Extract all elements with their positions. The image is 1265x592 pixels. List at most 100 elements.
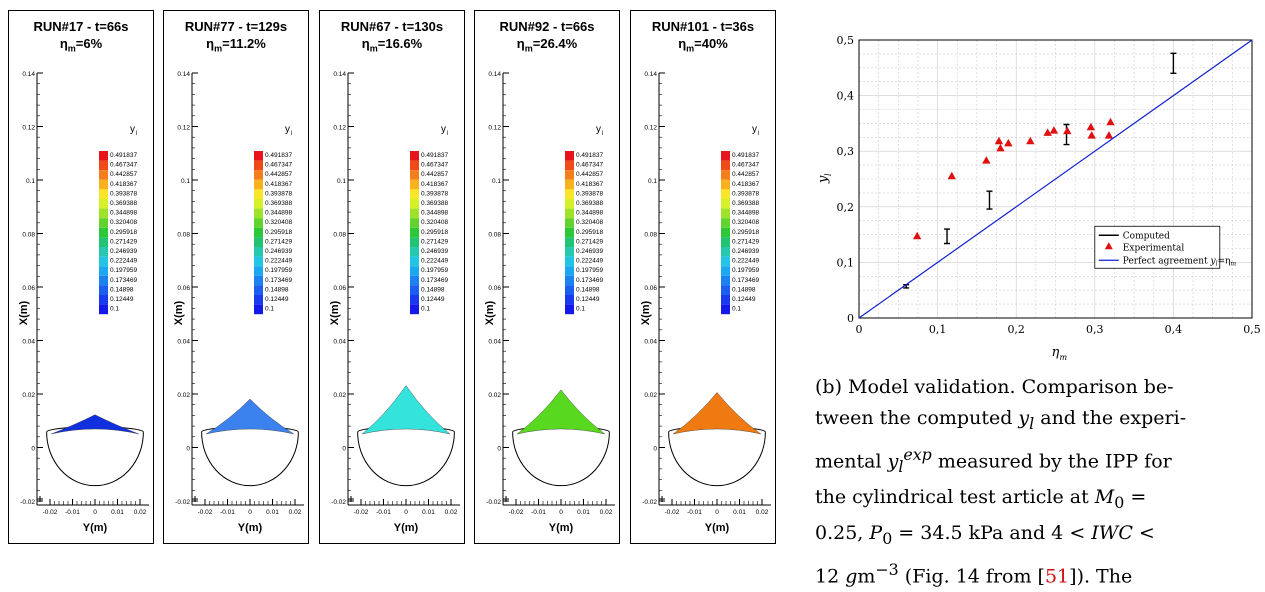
colorbar-label: 0.222449 bbox=[110, 258, 137, 265]
y-tick-label: 0.1 bbox=[181, 178, 190, 185]
figure-caption: (b) Model validation. Comparison be- twe… bbox=[815, 376, 1187, 587]
x-tick-label: 0.02 bbox=[756, 509, 769, 516]
colorbar-label: 0.12449 bbox=[110, 296, 134, 303]
colorbar-label: 0.222449 bbox=[265, 258, 292, 265]
colorbar-swatch bbox=[99, 179, 108, 190]
perfect-agreement-line bbox=[858, 39, 1253, 319]
y-tick-label: 0.1 bbox=[337, 178, 346, 185]
x-tick-label: -0.01 bbox=[376, 509, 391, 516]
panel-title: RUN#17 - t=66s bbox=[33, 19, 129, 34]
experimental-marker bbox=[1063, 126, 1072, 135]
y-tick-label: 0.08 bbox=[333, 232, 346, 239]
computed-errorbar bbox=[1170, 52, 1177, 75]
x-tick-label: 0 bbox=[404, 509, 408, 516]
y-tick-label: 0.1 bbox=[648, 178, 657, 185]
colorbar-swatch bbox=[99, 227, 108, 238]
y-tick-label: 0 bbox=[653, 446, 657, 453]
colorbar-label: 0.418367 bbox=[421, 181, 448, 188]
y-tick-label: -0.02 bbox=[331, 499, 346, 506]
cylinder-body bbox=[357, 432, 455, 487]
colorbar-label: 0.295918 bbox=[421, 229, 448, 236]
origin-cross bbox=[37, 496, 43, 502]
computed-errorbar bbox=[986, 190, 993, 210]
colorbar-swatch bbox=[565, 160, 574, 171]
colorbar-swatch bbox=[565, 189, 574, 199]
colorbar-swatch bbox=[721, 295, 730, 305]
colorbar-label: 0.12449 bbox=[576, 296, 600, 303]
colorbar-label: 0.393878 bbox=[110, 190, 137, 197]
colorbar-label: 0.1 bbox=[421, 306, 430, 313]
colorbar-label: 0.418367 bbox=[265, 181, 292, 188]
colorbar-swatch bbox=[410, 247, 419, 257]
colorbar-label: 0.491837 bbox=[732, 152, 759, 159]
experimental-marker bbox=[947, 171, 956, 180]
x-tick-label: 0 bbox=[559, 509, 563, 516]
y-tick-label: 0.02 bbox=[333, 392, 346, 399]
colorbar-swatch bbox=[721, 285, 730, 295]
y-tick-label: 0.14 bbox=[644, 71, 657, 78]
experimental-marker bbox=[996, 143, 1005, 152]
colorbar-label: 0.344898 bbox=[421, 210, 448, 217]
legend-title: y bbox=[285, 124, 290, 135]
colorbar-label: 0.173469 bbox=[732, 277, 759, 284]
colorbar-swatch bbox=[410, 227, 419, 238]
x-axis-label: η bbox=[1052, 345, 1060, 360]
colorbar-swatch bbox=[565, 199, 574, 209]
y-tick-label: -0.02 bbox=[20, 499, 35, 506]
experimental-marker bbox=[994, 136, 1004, 145]
colorbar-label: 0.12449 bbox=[265, 296, 289, 303]
legend-subscript: l bbox=[291, 131, 292, 137]
y-axis-label: X(m) bbox=[484, 300, 496, 325]
panel-eta: ηm=11.2% bbox=[206, 36, 266, 54]
colorbar-swatch bbox=[99, 256, 108, 267]
y-tick-label: 0.08 bbox=[177, 232, 190, 239]
colorbar-label: 0.246939 bbox=[110, 248, 137, 255]
colorbar-label: 0.442857 bbox=[110, 171, 137, 178]
colorbar-label: 0.393878 bbox=[265, 190, 292, 197]
computed-errorbar bbox=[1063, 123, 1070, 146]
y-tick-label: 0.06 bbox=[644, 285, 657, 292]
x-tick-label: -0.01 bbox=[687, 509, 702, 516]
colorbar-swatch bbox=[721, 247, 730, 257]
colorbar-label: 0.369388 bbox=[576, 200, 603, 207]
x-tick-label: 0.01 bbox=[422, 509, 435, 516]
colorbar-swatch bbox=[254, 208, 263, 219]
colorbar-label: 0.222449 bbox=[576, 258, 603, 265]
colorbar-label: 0.12449 bbox=[421, 296, 445, 303]
y-tick-label: 0.12 bbox=[644, 125, 657, 132]
y-axis-label: X(m) bbox=[640, 300, 652, 325]
colorbar-swatch bbox=[254, 237, 263, 247]
colorbar-label: 0.393878 bbox=[732, 190, 759, 197]
experimental-marker bbox=[1086, 122, 1096, 131]
y-tick-label: 0 bbox=[31, 446, 35, 453]
x-tick-label: 0,2 bbox=[1007, 323, 1024, 336]
colorbar-label: 0.271429 bbox=[421, 238, 448, 245]
origin-cross bbox=[348, 496, 354, 502]
experimental-marker bbox=[982, 156, 991, 164]
x-axis-label: Y(m) bbox=[549, 522, 574, 534]
y-axis-label: X(m) bbox=[329, 300, 341, 325]
colorbar-swatch bbox=[254, 170, 263, 180]
contour-panel: RUN#101 - t=36s ηm=40% 0.14 0.12 0.1 0.08 0.06… bbox=[630, 10, 776, 544]
colorbar-label: 0.344898 bbox=[110, 210, 137, 217]
experimental-marker bbox=[1106, 117, 1115, 126]
colorbar-label: 0.271429 bbox=[576, 238, 603, 245]
y-axis-label: y bbox=[816, 175, 831, 184]
panel-eta: ηm=16.6% bbox=[361, 36, 423, 54]
colorbar-label: 0.197959 bbox=[110, 267, 137, 274]
computed-errorbar bbox=[944, 228, 951, 245]
colorbar-swatch bbox=[721, 179, 730, 190]
colorbar-swatch bbox=[721, 208, 730, 219]
experimental-marker bbox=[1043, 128, 1052, 136]
colorbar-swatch bbox=[410, 304, 419, 315]
x-tick-label: -0.01 bbox=[531, 509, 546, 516]
y-tick-label: 0.14 bbox=[177, 71, 190, 78]
colorbar-swatch bbox=[99, 151, 108, 161]
legend-subscript: l bbox=[602, 131, 603, 137]
ice-shape bbox=[361, 385, 451, 435]
colorbar-swatch bbox=[254, 304, 263, 315]
colorbar-label: 0.393878 bbox=[576, 190, 603, 197]
colorbar-label: 0.1 bbox=[732, 306, 741, 313]
y-tick-label: 0.06 bbox=[22, 285, 35, 292]
colorbar-swatch bbox=[721, 304, 730, 315]
